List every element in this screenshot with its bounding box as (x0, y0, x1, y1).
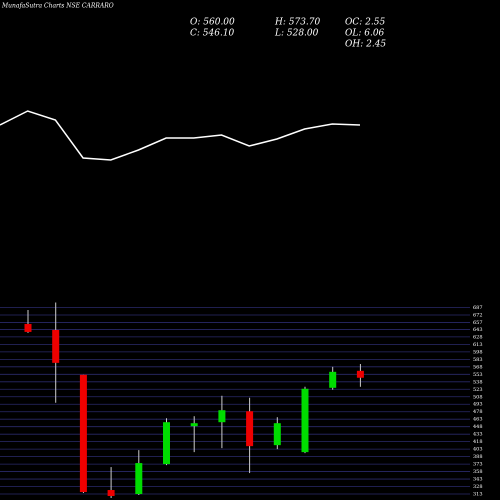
y-tick-label: 448 (473, 424, 483, 430)
candle-body (24, 323, 32, 332)
y-tick-label: 328 (473, 484, 483, 490)
candle-body (190, 423, 198, 427)
y-tick-label: 433 (473, 432, 483, 438)
y-tick-label: 598 (473, 349, 483, 355)
y-tick-label: 373 (473, 462, 483, 468)
ohlc-info: O: 560.00 (190, 18, 235, 28)
y-tick-label: 463 (473, 417, 483, 423)
candle-body (79, 374, 87, 493)
chart-title: MunafaSutra Charts NSE CARRARO (1, 3, 114, 10)
y-tick-label: 538 (473, 379, 483, 385)
ohlc-info: C: 546.10 (190, 29, 235, 39)
y-tick-label: 358 (473, 469, 483, 475)
y-tick-label: 628 (473, 334, 483, 340)
ohlc-info: OL: 6.06 (345, 29, 385, 39)
candle-body (329, 371, 337, 388)
y-tick-label: 493 (473, 402, 483, 408)
ohlc-info: OC: 2.55 (345, 18, 385, 28)
y-tick-label: 388 (473, 454, 483, 460)
line-series (0, 110, 361, 161)
y-tick-label: 478 (473, 409, 483, 415)
y-tick-label: 313 (473, 492, 483, 498)
y-tick-label: 403 (473, 447, 483, 453)
candle-body (246, 411, 254, 447)
y-tick-label: 523 (473, 387, 483, 393)
candle-body (52, 329, 60, 363)
ohlc-info: H: 573.70 (274, 18, 321, 28)
y-tick-label: 613 (473, 342, 483, 348)
y-tick-label: 568 (473, 364, 483, 370)
candle-body (301, 388, 309, 453)
y-tick-label: 508 (473, 394, 483, 400)
candle-body (218, 410, 226, 423)
ohlc-info: OH: 2.45 (345, 40, 386, 50)
candle-body (356, 370, 364, 378)
y-tick-label: 418 (473, 439, 483, 445)
y-tick-label: 643 (473, 327, 483, 333)
y-tick-label: 583 (473, 357, 483, 363)
candle-body (107, 490, 115, 497)
y-tick-label: 343 (473, 477, 483, 483)
candle-body (163, 422, 170, 465)
candle-body (273, 423, 281, 446)
y-tick-label: 672 (473, 312, 483, 318)
y-tick-label: 657 (473, 320, 483, 326)
y-tick-label: 553 (473, 372, 483, 378)
y-tick-label: 687 (473, 305, 483, 311)
ohlc-info: L: 528.00 (274, 29, 319, 39)
candle-body (135, 463, 143, 495)
